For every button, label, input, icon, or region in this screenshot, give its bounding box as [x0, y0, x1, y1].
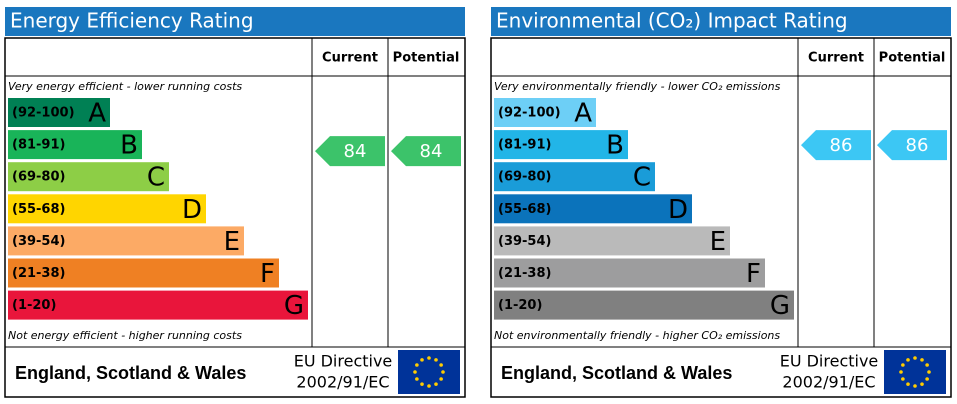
band-range: (81-91) [498, 138, 551, 153]
flag-star [906, 358, 910, 362]
footer-region: England, Scotland & Wales [501, 363, 732, 383]
rating-arrow [391, 136, 461, 167]
flag-star [420, 382, 424, 386]
band-range: (69-80) [498, 170, 551, 185]
footer-region: England, Scotland & Wales [15, 363, 246, 383]
band-letter: C [633, 163, 651, 193]
band-letter: A [574, 99, 592, 129]
band [8, 290, 308, 320]
flag-star [913, 356, 917, 360]
flag-star [415, 377, 419, 381]
top-note: Very energy efficient - lower running co… [8, 80, 242, 93]
top-note: Very environmentally friendly - lower CO… [494, 80, 781, 93]
panel-title: Energy Efficiency Rating [10, 9, 254, 33]
rating-value: 86 [906, 135, 929, 156]
flag-star [901, 363, 905, 367]
rating-arrow [801, 130, 871, 161]
band-range: (92-100) [12, 106, 75, 121]
band-letter: B [120, 131, 138, 161]
band-letter: E [710, 227, 726, 257]
band-letter: G [770, 291, 790, 321]
title-bar [491, 7, 951, 36]
band-range: (1-20) [498, 298, 542, 313]
band [494, 258, 765, 288]
flag-star [434, 358, 438, 362]
column-header: Current [322, 51, 378, 66]
directive: 2002/91/EC [296, 373, 389, 392]
panel-title: Environmental (CO₂) Impact Rating [496, 9, 848, 33]
flag-star [439, 377, 443, 381]
band-letter: D [182, 195, 202, 225]
column-header: Potential [879, 51, 946, 66]
band-letter: C [147, 163, 165, 193]
band-range: (69-80) [12, 170, 65, 185]
flag-star [420, 358, 424, 362]
flag-star [427, 356, 431, 360]
band-range: (21-38) [498, 266, 551, 281]
band-range: (92-100) [498, 106, 561, 121]
band [8, 226, 244, 256]
directive: 2002/91/EC [782, 373, 875, 392]
flag-star [427, 384, 431, 388]
flag-star [439, 363, 443, 367]
flag-star [925, 377, 929, 381]
band [8, 130, 142, 160]
rating-arrow [877, 130, 947, 161]
band [494, 130, 628, 160]
rating-panel: Energy Efficiency Rating Current Potential… [4, 7, 466, 398]
band-letter: A [88, 99, 106, 129]
flag-star [925, 363, 929, 367]
flag-star [906, 382, 910, 386]
band [8, 162, 169, 192]
column-header: Potential [393, 51, 460, 66]
rating-value: 84 [344, 141, 367, 162]
band [8, 98, 110, 127]
rating-panel: Environmental (CO₂) Impact Rating Current… [490, 7, 952, 398]
rating-value: 86 [830, 135, 853, 156]
band [8, 194, 206, 224]
flag-star [441, 370, 445, 374]
band [8, 258, 279, 288]
flag-star [413, 370, 417, 374]
band-range: (39-54) [498, 234, 551, 249]
flag-star [901, 377, 905, 381]
band-letter: G [284, 291, 304, 321]
band-range: (1-20) [12, 298, 56, 313]
band [494, 290, 794, 320]
band-letter: F [746, 259, 761, 289]
band-letter: B [606, 131, 624, 161]
band [494, 162, 655, 192]
rating-arrow [315, 136, 385, 167]
band-range: (55-68) [12, 202, 65, 217]
directive: EU Directive [294, 352, 393, 371]
band-range: (39-54) [12, 234, 65, 249]
directive: EU Directive [780, 352, 879, 371]
column-header: Current [808, 51, 864, 66]
band [494, 226, 730, 256]
band-range: (81-91) [12, 138, 65, 153]
band-letter: D [668, 195, 688, 225]
band-letter: E [224, 227, 240, 257]
flag-star [434, 382, 438, 386]
flag-star [920, 382, 924, 386]
rating-value: 84 [420, 141, 443, 162]
flag-star [913, 384, 917, 388]
flag-star [899, 370, 903, 374]
band [494, 194, 692, 224]
title-bar [5, 7, 465, 36]
flag-star [920, 358, 924, 362]
bottom-note: Not energy efficient - higher running co… [8, 329, 242, 342]
band [494, 98, 596, 127]
flag-star [415, 363, 419, 367]
band-letter: F [260, 259, 275, 289]
flag-star [927, 370, 931, 374]
bottom-note: Not environmentally friendly - higher CO… [494, 329, 780, 342]
band-range: (55-68) [498, 202, 551, 217]
band-range: (21-38) [12, 266, 65, 281]
